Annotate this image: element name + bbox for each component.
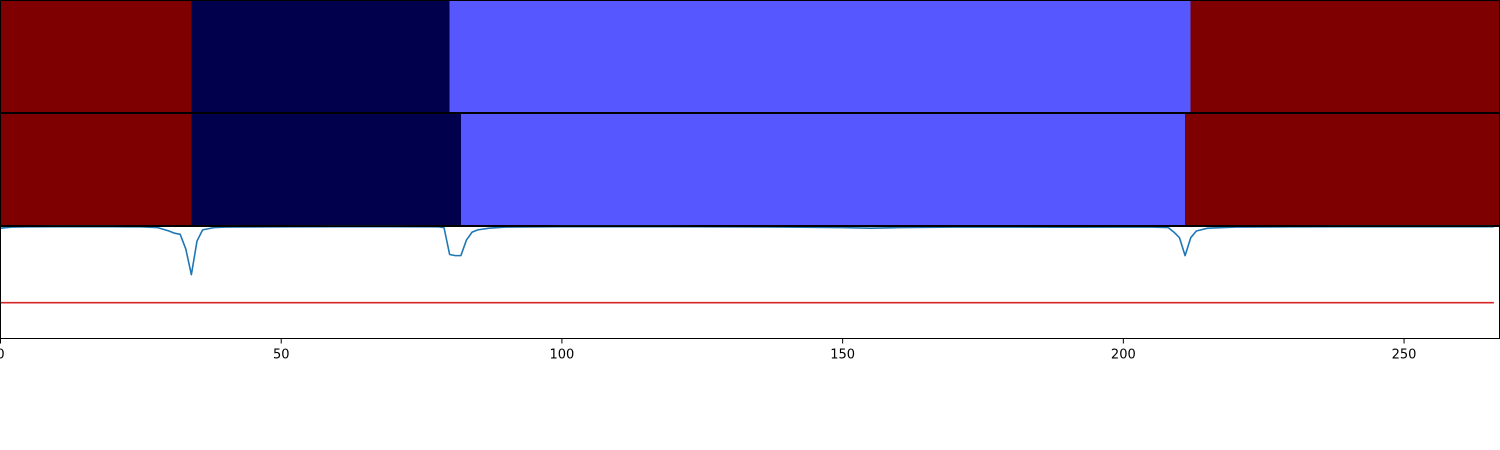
series-line [0,225,1494,276]
line-plot-frame [0,226,1500,339]
heatmap-segment [0,113,192,226]
heatmap-segment [1185,113,1500,226]
x-tick-label: 200 [1111,348,1136,363]
x-tick-label: 150 [830,348,855,363]
x-tick-label: 50 [273,348,290,363]
heatmap-segment [0,0,192,113]
heatmap-middle [0,113,1500,226]
x-axis: 0 50 100 150 200 250 [0,338,1417,363]
heatmap-segment [191,0,450,113]
heatmap-top [0,0,1500,113]
x-tick-label: 100 [550,348,575,363]
heatmap-segment [460,113,1186,226]
x-tick-label: 0 [0,348,5,363]
heatmap-segment [1190,0,1500,113]
line-plot [0,225,1494,304]
x-tick-label: 250 [1392,348,1417,363]
heatmap-segment [449,0,1191,113]
heatmap-segment [191,113,461,226]
